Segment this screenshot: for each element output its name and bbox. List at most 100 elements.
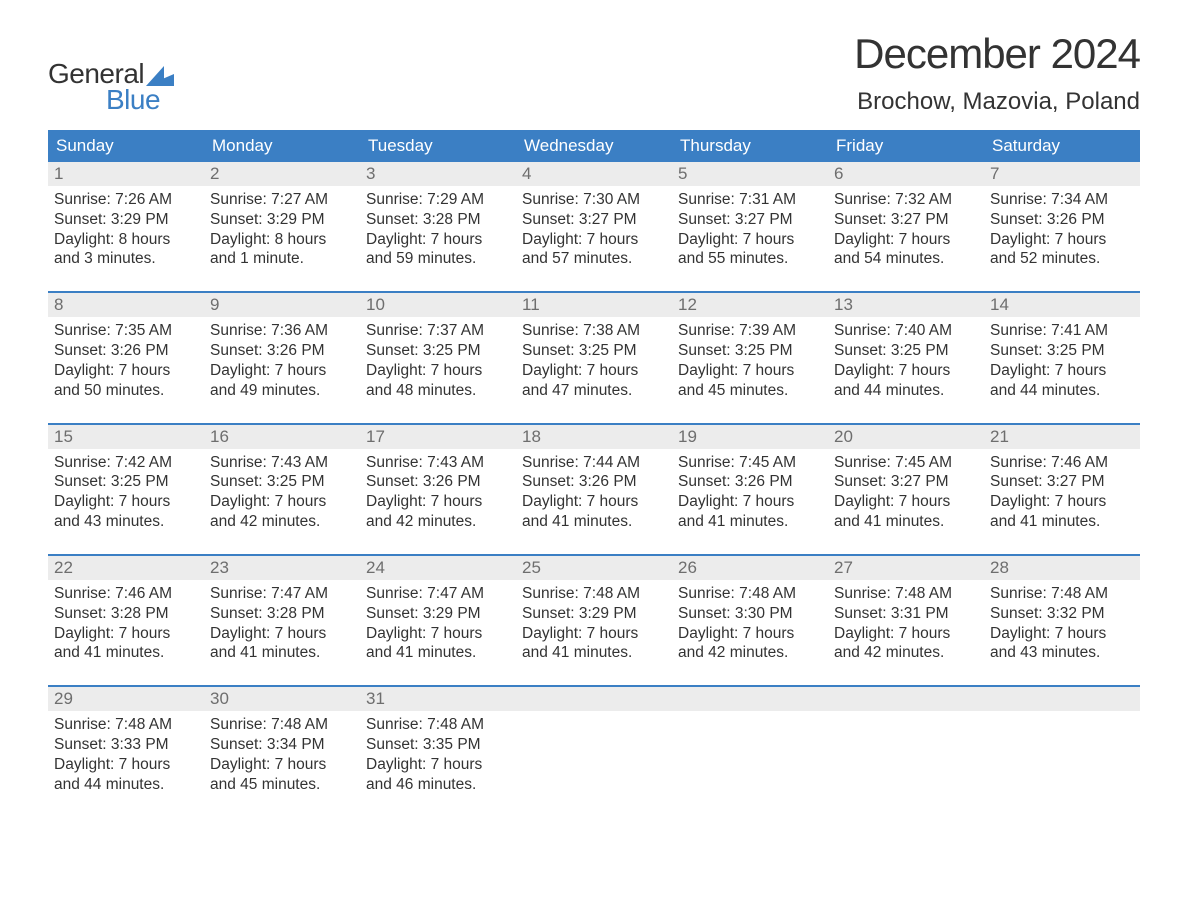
daylight-text-2: and 41 minutes. (834, 512, 978, 532)
day-cell: Sunrise: 7:46 AMSunset: 3:27 PMDaylight:… (984, 449, 1140, 555)
day-content-row: Sunrise: 7:26 AMSunset: 3:29 PMDaylight:… (48, 186, 1140, 292)
day-number: 1 (48, 162, 204, 186)
day-cell: Sunrise: 7:34 AMSunset: 3:26 PMDaylight:… (984, 186, 1140, 292)
day-number: 6 (828, 162, 984, 186)
day-cell: Sunrise: 7:42 AMSunset: 3:25 PMDaylight:… (48, 449, 204, 555)
sunset-text: Sunset: 3:30 PM (678, 604, 822, 624)
day-number-row: 15161718192021 (48, 425, 1140, 449)
sunset-text: Sunset: 3:29 PM (366, 604, 510, 624)
daylight-text-2: and 41 minutes. (522, 512, 666, 532)
day-number: 18 (516, 425, 672, 449)
daylight-text-1: Daylight: 7 hours (678, 361, 822, 381)
day-header: Friday (828, 130, 984, 162)
sunset-text: Sunset: 3:26 PM (210, 341, 354, 361)
sunset-text: Sunset: 3:26 PM (678, 472, 822, 492)
daylight-text-1: Daylight: 7 hours (522, 624, 666, 644)
day-number: 14 (984, 293, 1140, 317)
day-cell: Sunrise: 7:48 AMSunset: 3:32 PMDaylight:… (984, 580, 1140, 686)
day-number: 27 (828, 556, 984, 580)
daylight-text-2: and 45 minutes. (210, 775, 354, 795)
day-number: 8 (48, 293, 204, 317)
day-cell: Sunrise: 7:47 AMSunset: 3:29 PMDaylight:… (360, 580, 516, 686)
daylight-text-2: and 55 minutes. (678, 249, 822, 269)
sunrise-text: Sunrise: 7:48 AM (990, 584, 1134, 604)
sunrise-text: Sunrise: 7:37 AM (366, 321, 510, 341)
sunrise-text: Sunrise: 7:48 AM (54, 715, 198, 735)
day-number: 23 (204, 556, 360, 580)
daylight-text-1: Daylight: 7 hours (522, 492, 666, 512)
page-header: General Blue December 2024 Brochow, Mazo… (48, 30, 1140, 116)
daylight-text-2: and 57 minutes. (522, 249, 666, 269)
day-number: 15 (48, 425, 204, 449)
day-cell: Sunrise: 7:29 AMSunset: 3:28 PMDaylight:… (360, 186, 516, 292)
daylight-text-1: Daylight: 7 hours (54, 755, 198, 775)
daylight-text-2: and 42 minutes. (678, 643, 822, 663)
day-content-row: Sunrise: 7:48 AMSunset: 3:33 PMDaylight:… (48, 711, 1140, 811)
daylight-text-1: Daylight: 7 hours (678, 624, 822, 644)
daylight-text-2: and 42 minutes. (366, 512, 510, 532)
daylight-text-2: and 47 minutes. (522, 381, 666, 401)
sunset-text: Sunset: 3:31 PM (834, 604, 978, 624)
day-content-row: Sunrise: 7:42 AMSunset: 3:25 PMDaylight:… (48, 449, 1140, 555)
sunrise-text: Sunrise: 7:48 AM (678, 584, 822, 604)
day-cell: Sunrise: 7:45 AMSunset: 3:27 PMDaylight:… (828, 449, 984, 555)
daylight-text-1: Daylight: 7 hours (54, 624, 198, 644)
calendar-header-row: Sunday Monday Tuesday Wednesday Thursday… (48, 130, 1140, 162)
day-cell: Sunrise: 7:27 AMSunset: 3:29 PMDaylight:… (204, 186, 360, 292)
month-title: December 2024 (854, 30, 1140, 78)
day-number: 12 (672, 293, 828, 317)
daylight-text-1: Daylight: 7 hours (990, 624, 1134, 644)
day-number: 26 (672, 556, 828, 580)
day-cell: Sunrise: 7:48 AMSunset: 3:33 PMDaylight:… (48, 711, 204, 811)
sunrise-text: Sunrise: 7:48 AM (366, 715, 510, 735)
day-cell: Sunrise: 7:40 AMSunset: 3:25 PMDaylight:… (828, 317, 984, 423)
day-cell: Sunrise: 7:37 AMSunset: 3:25 PMDaylight:… (360, 317, 516, 423)
sunset-text: Sunset: 3:29 PM (522, 604, 666, 624)
sunrise-text: Sunrise: 7:45 AM (834, 453, 978, 473)
daylight-text-2: and 3 minutes. (54, 249, 198, 269)
daylight-text-2: and 44 minutes. (990, 381, 1134, 401)
title-block: December 2024 Brochow, Mazovia, Poland (854, 30, 1140, 116)
daylight-text-1: Daylight: 7 hours (210, 624, 354, 644)
sunset-text: Sunset: 3:26 PM (990, 210, 1134, 230)
daylight-text-2: and 49 minutes. (210, 381, 354, 401)
day-header: Monday (204, 130, 360, 162)
daylight-text-1: Daylight: 7 hours (990, 361, 1134, 381)
daylight-text-1: Daylight: 7 hours (366, 492, 510, 512)
daylight-text-1: Daylight: 7 hours (678, 492, 822, 512)
day-number: 22 (48, 556, 204, 580)
day-number: 24 (360, 556, 516, 580)
sunset-text: Sunset: 3:27 PM (522, 210, 666, 230)
sunrise-text: Sunrise: 7:40 AM (834, 321, 978, 341)
daylight-text-1: Daylight: 7 hours (210, 361, 354, 381)
day-number: 16 (204, 425, 360, 449)
sunrise-text: Sunrise: 7:26 AM (54, 190, 198, 210)
daylight-text-1: Daylight: 7 hours (990, 230, 1134, 250)
day-number-row: 22232425262728 (48, 556, 1140, 580)
daylight-text-1: Daylight: 7 hours (366, 361, 510, 381)
sunrise-text: Sunrise: 7:42 AM (54, 453, 198, 473)
day-header: Wednesday (516, 130, 672, 162)
day-header: Saturday (984, 130, 1140, 162)
day-cell: Sunrise: 7:48 AMSunset: 3:31 PMDaylight:… (828, 580, 984, 686)
day-cell: Sunrise: 7:48 AMSunset: 3:35 PMDaylight:… (360, 711, 516, 811)
daylight-text-1: Daylight: 7 hours (990, 492, 1134, 512)
day-number: 20 (828, 425, 984, 449)
daylight-text-2: and 48 minutes. (366, 381, 510, 401)
daylight-text-2: and 43 minutes. (990, 643, 1134, 663)
sunrise-text: Sunrise: 7:48 AM (522, 584, 666, 604)
sunrise-text: Sunrise: 7:34 AM (990, 190, 1134, 210)
daylight-text-1: Daylight: 7 hours (366, 230, 510, 250)
brand-name-bottom: Blue (106, 84, 174, 116)
daylight-text-2: and 41 minutes. (990, 512, 1134, 532)
daylight-text-2: and 52 minutes. (990, 249, 1134, 269)
sunset-text: Sunset: 3:27 PM (990, 472, 1134, 492)
sunrise-text: Sunrise: 7:43 AM (210, 453, 354, 473)
day-number: 9 (204, 293, 360, 317)
day-cell: Sunrise: 7:48 AMSunset: 3:34 PMDaylight:… (204, 711, 360, 811)
sunrise-text: Sunrise: 7:45 AM (678, 453, 822, 473)
daylight-text-2: and 41 minutes. (678, 512, 822, 532)
daylight-text-2: and 46 minutes. (366, 775, 510, 795)
day-cell: Sunrise: 7:41 AMSunset: 3:25 PMDaylight:… (984, 317, 1140, 423)
day-cell: Sunrise: 7:31 AMSunset: 3:27 PMDaylight:… (672, 186, 828, 292)
